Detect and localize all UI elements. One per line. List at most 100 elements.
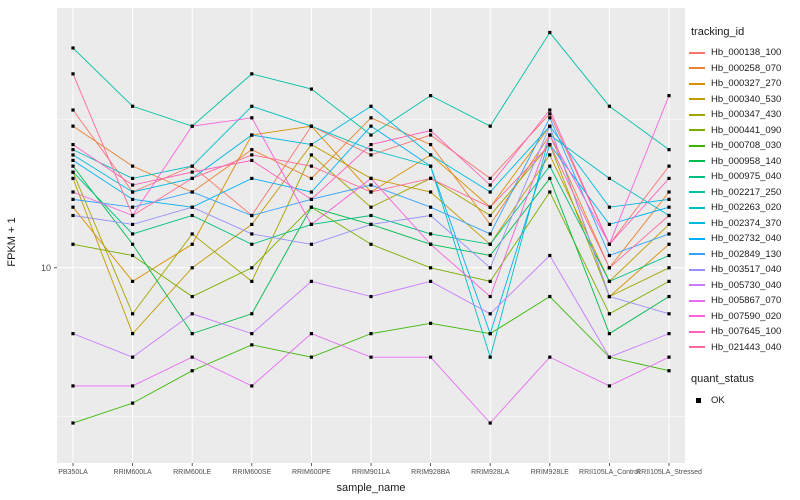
line-swatch-color <box>689 268 705 271</box>
legend-item: Hb_003517_040 <box>689 262 799 278</box>
line-swatch-color <box>689 113 705 116</box>
legend-item: Hb_000327_270 <box>689 76 799 92</box>
line-swatch-color <box>689 129 705 132</box>
line-swatch-icon <box>689 155 707 167</box>
y-axis-title: FPKM + 1 <box>6 217 18 267</box>
legend-item-label: Hb_021443_040 <box>711 341 782 353</box>
legend-item: Hb_000258_070 <box>689 61 799 77</box>
line-swatch-icon <box>689 124 707 136</box>
legend-item: Hb_002849_130 <box>689 247 799 263</box>
legend-quant-status: quant_status OK <box>691 373 799 408</box>
x-tick-label: RRIM901LA <box>351 469 391 476</box>
line-swatch-icon <box>689 62 707 74</box>
x-tick-label: RRIM928LE <box>530 469 569 476</box>
x-tick-label: RRII105LA_Stressed <box>636 469 702 476</box>
legend: tracking_id Hb_000138_100 Hb_000258_070 Hb… <box>689 26 799 408</box>
legend-item-label: Hb_000138_100 <box>711 47 782 59</box>
legend-item-label: Hb_000327_270 <box>711 78 782 90</box>
line-swatch-color <box>689 98 705 101</box>
legend-item: Hb_007645_100 <box>689 324 799 340</box>
legend-item-list: Hb_000138_100 Hb_000258_070 Hb_000327_270 H… <box>689 45 799 356</box>
legend-item: Hb_021443_040 <box>689 340 799 356</box>
legend-item-label: Hb_000258_070 <box>711 62 782 74</box>
legend-title-tracking-id: tracking_id <box>691 26 745 38</box>
x-tick-label: RRIM928LA <box>471 469 510 476</box>
line-swatch-icon <box>689 202 707 214</box>
legend-item-label: Hb_007590_020 <box>711 310 782 322</box>
line-swatch-icon <box>689 109 707 121</box>
line-swatch-icon <box>689 140 707 152</box>
legend-item: Hb_000975_040 <box>689 169 799 185</box>
legend-item-label: Hb_000441_090 <box>711 124 782 136</box>
line-swatch-icon <box>689 171 707 183</box>
legend-item: Hb_002263_020 <box>689 200 799 216</box>
legend-item: Hb_000347_430 <box>689 107 799 123</box>
line-swatch-color <box>689 346 705 349</box>
legend-item-label: Hb_002263_020 <box>711 202 782 214</box>
legend-item-label: Hb_002217_250 <box>711 186 782 198</box>
legend-item: Hb_000138_100 <box>689 45 799 61</box>
line-swatch-color <box>689 51 705 54</box>
legend-item-label: Hb_000975_040 <box>711 171 782 183</box>
line-swatch-icon <box>689 341 707 353</box>
legend-item-label: Hb_000708_030 <box>711 140 782 152</box>
legend-item: Hb_000708_030 <box>689 138 799 154</box>
line-swatch-color <box>689 160 705 163</box>
line-swatch-icon <box>689 310 707 322</box>
legend-item: Hb_007590_020 <box>689 309 799 325</box>
legend-item-label: Hb_005730_040 <box>711 279 782 291</box>
line-swatch-color <box>689 253 705 256</box>
x-tick-label: RRIM600LA <box>113 469 152 476</box>
line-swatch-icon <box>689 78 707 90</box>
line-swatch-color <box>689 237 705 240</box>
line-swatch-icon <box>689 264 707 276</box>
legend-item-ok: OK <box>691 392 799 408</box>
x-tick-label: PB350LA <box>58 469 88 476</box>
x-tick-label: RRIM600SE <box>232 469 272 476</box>
legend-item-label: OK <box>711 394 725 406</box>
legend-item-label: Hb_000340_530 <box>711 93 782 105</box>
line-swatch-icon <box>689 217 707 229</box>
legend-item-label: Hb_002732_040 <box>711 233 782 245</box>
y-tick-label: 10 <box>40 262 51 273</box>
line-swatch-color <box>689 144 705 147</box>
line-swatch-color <box>689 175 705 178</box>
x-tick-label: RRII105LA_Control <box>579 469 640 476</box>
legend-item: Hb_002374_370 <box>689 216 799 232</box>
legend-item-label: Hb_000958_140 <box>711 155 782 167</box>
legend-item-label: Hb_000347_430 <box>711 109 782 121</box>
line-swatch-color <box>689 299 705 302</box>
legend-item: Hb_005867_070 <box>689 293 799 309</box>
line-swatch-icon <box>689 279 707 291</box>
line-swatch-color <box>689 191 705 194</box>
legend-item-label: Hb_005867_070 <box>711 295 782 307</box>
square-marker-icon <box>696 397 701 403</box>
line-swatch-icon <box>689 47 707 59</box>
x-tick-label: RRIM600LE <box>173 469 212 476</box>
legend-item: Hb_000441_090 <box>689 123 799 139</box>
legend-item-label: Hb_007645_100 <box>711 326 782 338</box>
x-axis-title: sample_name <box>336 482 406 494</box>
legend-item-label: Hb_002374_370 <box>711 217 782 229</box>
line-swatch-icon <box>689 186 707 198</box>
x-tick-label: RRIM600PE <box>291 469 331 476</box>
legend-title-quant-status: quant_status <box>691 373 754 385</box>
line-swatch-icon <box>689 233 707 245</box>
x-tick-label: RRIM928BA <box>411 469 451 476</box>
line-swatch-icon <box>689 93 707 105</box>
line-swatch-icon <box>689 248 707 260</box>
line-swatch-color <box>689 206 705 209</box>
line-swatch-color <box>689 82 705 85</box>
line-swatch-color <box>689 222 705 225</box>
line-swatch-color <box>689 284 705 287</box>
legend-item: Hb_000340_530 <box>689 92 799 108</box>
legend-item: Hb_000958_140 <box>689 154 799 170</box>
legend-item-label: Hb_003517_040 <box>711 264 782 276</box>
legend-item-label: Hb_002849_130 <box>711 248 782 260</box>
line-swatch-color <box>689 315 705 318</box>
line-swatch-color <box>689 67 705 70</box>
line-swatch-color <box>689 330 705 333</box>
line-swatch-icon <box>689 326 707 338</box>
legend-item: Hb_002732_040 <box>689 231 799 247</box>
